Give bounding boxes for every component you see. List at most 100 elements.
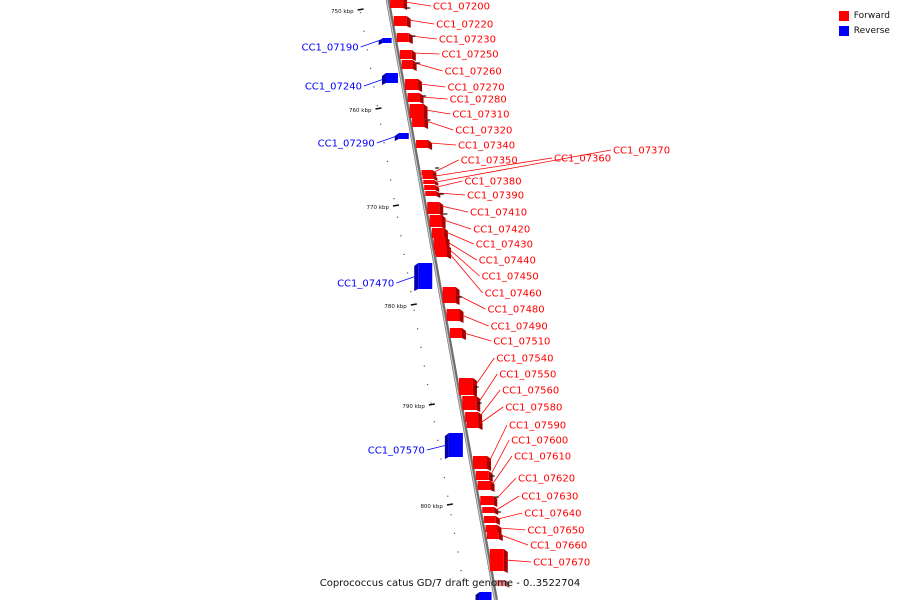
forward-gene-label: CC1_07220 <box>436 20 493 31</box>
forward-gene-box <box>466 420 479 428</box>
forward-gene-leader <box>438 192 465 196</box>
scale-dot <box>416 328 419 330</box>
legend-forward-label: Forward <box>853 10 890 21</box>
forward-gene-label: CC1_07510 <box>493 337 550 348</box>
forward-gene-leader <box>494 477 517 501</box>
forward-gene-leader <box>425 120 454 131</box>
forward-gene-label: CC1_07250 <box>442 50 499 61</box>
reverse-swatch-icon <box>838 25 849 36</box>
forward-gene-box <box>477 481 491 490</box>
scale-dot <box>406 272 409 274</box>
forward-gene-box-side <box>423 104 428 120</box>
forward-gene-leader <box>435 157 553 177</box>
scale-tick-label: 760 kbp <box>349 108 372 114</box>
forward-gene-box-side <box>459 309 464 323</box>
forward-gene-box-side <box>461 328 466 340</box>
forward-gene-label: CC1_07460 <box>485 289 542 300</box>
scale-tick-label: 790 kbp <box>402 404 425 410</box>
reverse-gene-label: CC1_07570 <box>368 446 425 457</box>
scale-dot <box>383 142 385 144</box>
forward-gene-label: CC1_07650 <box>527 526 584 537</box>
forward-gene-label: CC1_07610 <box>514 452 571 463</box>
forward-gene-box <box>425 191 437 196</box>
scale-dot <box>400 235 402 237</box>
forward-gene-box <box>431 228 444 238</box>
forward-gene-box-side <box>490 481 495 492</box>
scale-tick-label: 770 kbp <box>367 205 390 211</box>
forward-gene-leader <box>480 406 504 424</box>
genome-title: Coprococcus catus GD/7 draft genome - 0.… <box>319 578 581 589</box>
forward-gene-box <box>446 309 460 321</box>
legend-reverse-label: Reverse <box>853 25 890 36</box>
forward-gene-label: CC1_07420 <box>473 225 530 236</box>
reverse-gene-box <box>448 433 463 457</box>
scale-dot <box>410 291 412 293</box>
forward-gene-label: CC1_07660 <box>530 541 587 552</box>
forward-gene-leader <box>505 559 532 563</box>
reverse-gene-label: CC1_07470 <box>337 279 394 290</box>
scale-dot <box>396 216 399 218</box>
forward-gene-box-side <box>498 532 503 541</box>
legend-forward: Forward <box>838 8 890 23</box>
forward-gene-box <box>390 0 404 8</box>
scale-dot <box>433 421 435 423</box>
reverse-gene-leader <box>360 39 381 48</box>
reverse-gene-label: CC1_07240 <box>305 82 362 93</box>
forward-gene-box <box>486 532 499 539</box>
scale-tick-label: 800 kbp <box>420 504 443 510</box>
forward-gene-box <box>399 50 412 59</box>
legend: Forward Reverse <box>838 8 890 38</box>
scale-dot <box>420 346 422 348</box>
forward-gene-label: CC1_07270 <box>447 83 504 94</box>
genome-backbone-highlight <box>386 0 496 600</box>
forward-gene-leader <box>500 534 529 546</box>
forward-gene-box-side <box>412 60 417 71</box>
forward-gene-box <box>423 180 435 184</box>
forward-gene-label: CC1_07640 <box>524 509 581 520</box>
forward-gene-leader <box>474 357 495 387</box>
forward-gene-box <box>416 140 429 148</box>
scale-dot <box>386 160 388 162</box>
forward-gene-leader <box>497 512 523 520</box>
forward-gene-leader <box>447 241 477 261</box>
scale-dot <box>376 105 378 107</box>
forward-gene-leader <box>461 314 489 327</box>
forward-gene-box <box>421 170 433 175</box>
scale-dot <box>359 12 362 14</box>
forward-gene-box <box>458 378 473 395</box>
forward-gene-box-side <box>434 180 439 186</box>
forward-gene-leader <box>499 527 526 531</box>
scale-dot <box>450 514 452 516</box>
forward-gene-label: CC1_07410 <box>470 208 527 219</box>
forward-gene-box-side <box>455 287 460 305</box>
forward-gene-box <box>449 328 462 338</box>
forward-gene-label: CC1_07600 <box>511 436 568 447</box>
forward-gene-label: CC1_07350 <box>461 156 518 167</box>
reverse-gene-box <box>418 263 433 289</box>
forward-gene-leader <box>488 424 508 463</box>
forward-gene-leader <box>448 252 483 294</box>
scale-dot <box>390 179 392 181</box>
forward-gene-box <box>483 516 496 523</box>
forward-gene-box-side <box>447 251 452 259</box>
forward-gene-box-side <box>436 191 441 198</box>
forward-gene-leader <box>421 96 448 100</box>
forward-gene-label: CC1_07580 <box>505 403 562 414</box>
scale-tick <box>428 403 435 406</box>
forward-gene-box <box>482 507 495 513</box>
forward-gene-label: CC1_07390 <box>467 191 524 202</box>
forward-gene-box <box>465 412 479 422</box>
reverse-gene-box-edge <box>479 592 492 600</box>
forward-gene-leader <box>477 373 498 404</box>
forward-gene-label: CC1_07370 <box>613 146 670 157</box>
scale-dot <box>460 570 462 572</box>
scale-tick <box>357 8 364 11</box>
forward-gene-box <box>393 16 407 26</box>
forward-gene-box <box>429 215 442 227</box>
forward-gene-box <box>409 104 424 118</box>
forward-gene-box <box>424 185 436 190</box>
forward-gene-label: CC1_07320 <box>455 126 512 137</box>
forward-gene-label: CC1_07380 <box>464 177 521 188</box>
forward-gene-leader <box>492 455 513 485</box>
